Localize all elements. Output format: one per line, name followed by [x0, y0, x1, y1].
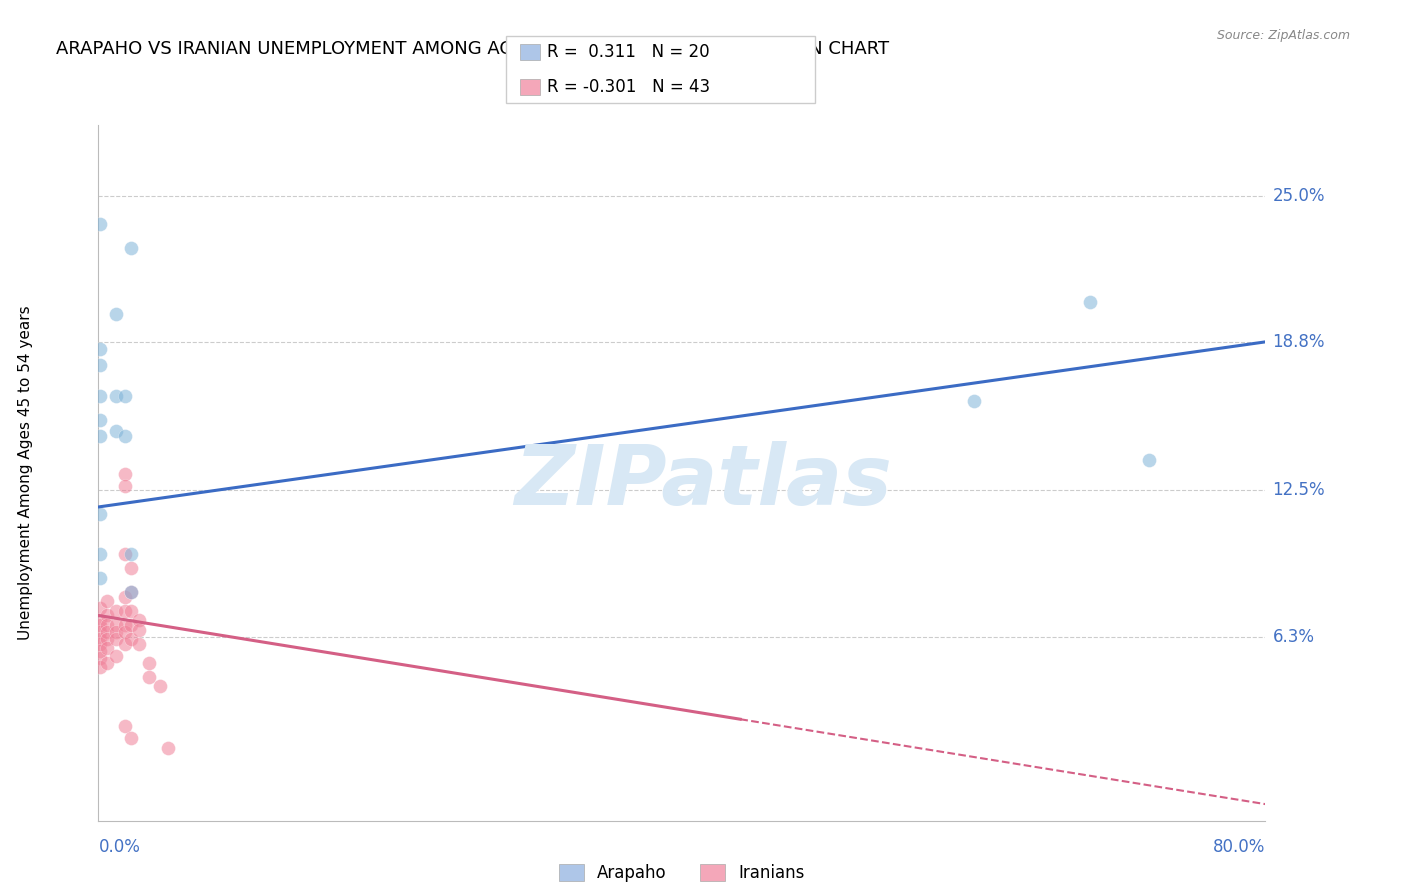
Point — [96, 594, 118, 608]
Point — [114, 719, 136, 733]
Point — [89, 571, 111, 585]
Legend: Arapaho, Iranians: Arapaho, Iranians — [553, 857, 811, 888]
Point — [138, 670, 160, 684]
Point — [96, 624, 118, 639]
Point — [114, 604, 136, 618]
Point — [128, 613, 150, 627]
Point — [89, 413, 111, 427]
Text: 12.5%: 12.5% — [1272, 482, 1324, 500]
Point — [104, 624, 127, 639]
Point — [104, 307, 127, 321]
Text: Source: ZipAtlas.com: Source: ZipAtlas.com — [1216, 29, 1350, 42]
Point — [120, 240, 142, 254]
Point — [89, 660, 111, 674]
Point — [114, 467, 136, 481]
Point — [96, 618, 118, 632]
Point — [128, 623, 150, 637]
Text: 25.0%: 25.0% — [1272, 186, 1324, 204]
Point — [89, 429, 111, 443]
Point — [104, 632, 127, 646]
Point — [114, 429, 136, 443]
Point — [89, 618, 111, 632]
Point — [104, 389, 127, 403]
Point — [157, 740, 180, 755]
Point — [89, 547, 111, 561]
Point — [149, 679, 172, 693]
Point — [1080, 294, 1102, 309]
Point — [89, 601, 111, 615]
Point — [120, 604, 142, 618]
Point — [962, 393, 984, 408]
Point — [89, 651, 111, 665]
Point — [104, 425, 127, 439]
Point — [89, 613, 111, 627]
Point — [138, 656, 160, 670]
Point — [128, 637, 150, 651]
Point — [120, 585, 142, 599]
Point — [120, 632, 142, 646]
Point — [104, 618, 127, 632]
Text: 18.8%: 18.8% — [1272, 333, 1324, 351]
Point — [89, 217, 111, 231]
Point — [114, 590, 136, 604]
Point — [114, 389, 136, 403]
Point — [89, 632, 111, 646]
Point — [114, 547, 136, 561]
Text: ZIPatlas: ZIPatlas — [515, 442, 891, 522]
Point — [96, 656, 118, 670]
Point — [96, 632, 118, 646]
Point — [89, 507, 111, 521]
Point — [114, 624, 136, 639]
Point — [120, 585, 142, 599]
Point — [89, 389, 111, 403]
Text: 80.0%: 80.0% — [1213, 838, 1265, 856]
Point — [96, 641, 118, 656]
Point — [120, 618, 142, 632]
Point — [104, 604, 127, 618]
Text: R =  0.311   N = 20: R = 0.311 N = 20 — [547, 43, 710, 61]
Point — [89, 637, 111, 651]
Text: ARAPAHO VS IRANIAN UNEMPLOYMENT AMONG AGES 45 TO 54 YEARS CORRELATION CHART: ARAPAHO VS IRANIAN UNEMPLOYMENT AMONG AG… — [56, 40, 890, 58]
Point — [89, 644, 111, 658]
Point — [1137, 452, 1160, 467]
Point — [120, 547, 142, 561]
Text: R = -0.301   N = 43: R = -0.301 N = 43 — [547, 78, 710, 96]
Point — [120, 731, 142, 745]
Text: Unemployment Among Ages 45 to 54 years: Unemployment Among Ages 45 to 54 years — [18, 305, 32, 640]
Point — [104, 648, 127, 663]
Point — [114, 618, 136, 632]
Text: 0.0%: 0.0% — [98, 838, 141, 856]
Point — [120, 561, 142, 575]
Point — [114, 637, 136, 651]
Point — [89, 359, 111, 373]
Point — [114, 479, 136, 493]
Point — [96, 608, 118, 623]
Text: 6.3%: 6.3% — [1272, 628, 1315, 646]
Point — [89, 624, 111, 639]
Point — [89, 342, 111, 356]
